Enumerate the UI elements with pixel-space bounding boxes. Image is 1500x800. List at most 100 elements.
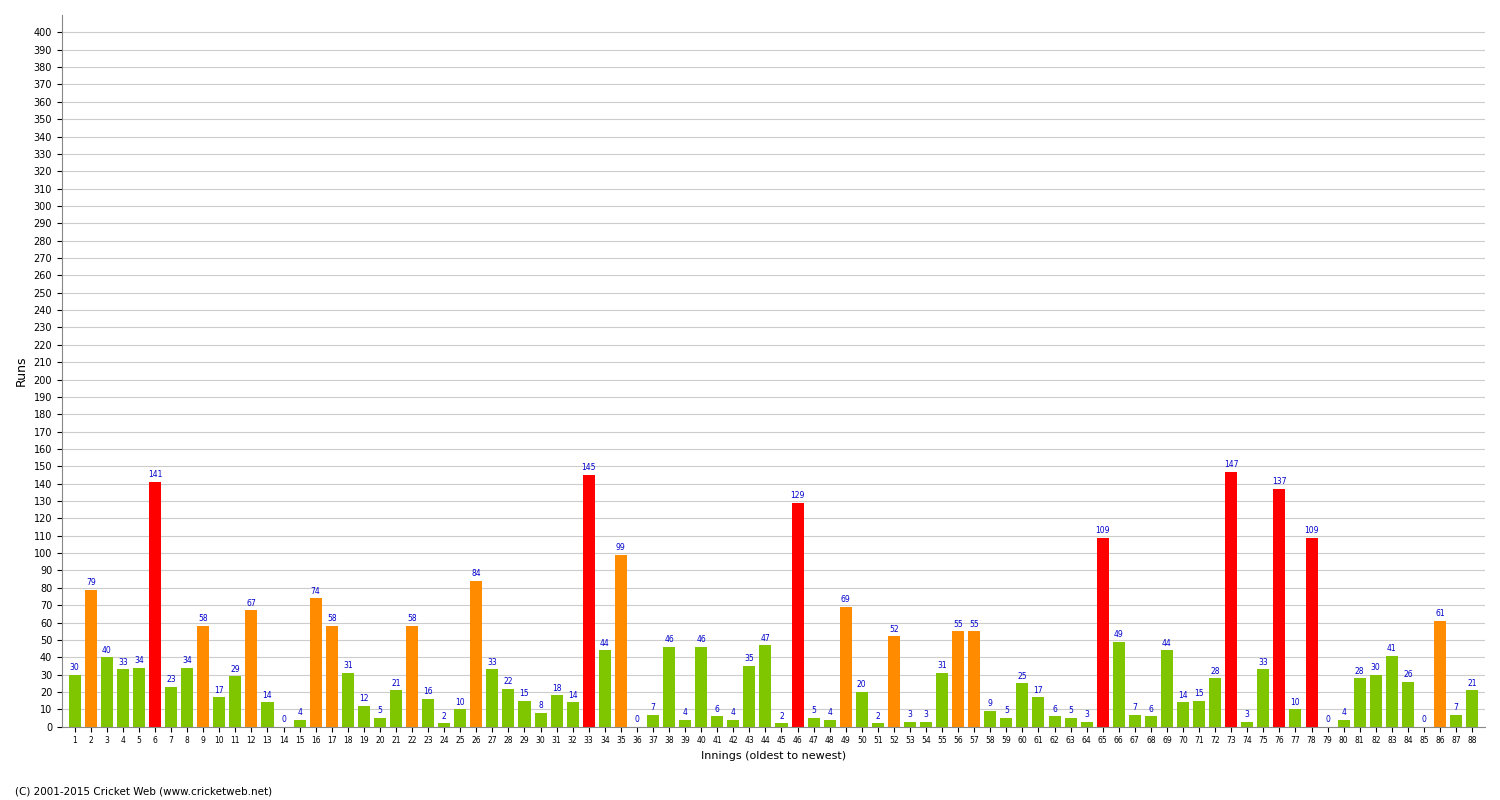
Text: 0: 0 bbox=[1324, 715, 1330, 724]
Bar bbox=[1257, 670, 1269, 726]
Text: 2: 2 bbox=[778, 712, 784, 721]
Bar bbox=[582, 475, 596, 726]
Text: 20: 20 bbox=[856, 681, 867, 690]
Bar bbox=[1274, 489, 1286, 726]
Text: 18: 18 bbox=[552, 684, 561, 693]
Bar bbox=[230, 676, 242, 726]
Bar bbox=[550, 695, 562, 726]
Bar bbox=[920, 722, 932, 726]
Bar bbox=[792, 502, 804, 726]
Bar bbox=[406, 626, 418, 726]
Bar bbox=[503, 689, 515, 726]
Bar bbox=[807, 718, 819, 726]
Text: 67: 67 bbox=[246, 599, 256, 608]
Text: 23: 23 bbox=[166, 675, 176, 684]
Bar bbox=[711, 716, 723, 726]
Text: 14: 14 bbox=[568, 691, 578, 700]
Text: 99: 99 bbox=[616, 543, 626, 552]
Bar bbox=[1450, 714, 1462, 726]
Bar bbox=[1017, 683, 1029, 726]
Text: 58: 58 bbox=[327, 614, 336, 623]
Text: 7: 7 bbox=[651, 703, 656, 712]
Text: 84: 84 bbox=[471, 570, 482, 578]
Bar bbox=[148, 482, 160, 726]
Text: 16: 16 bbox=[423, 687, 433, 696]
Text: 46: 46 bbox=[664, 635, 674, 644]
Bar bbox=[165, 686, 177, 726]
Text: 34: 34 bbox=[134, 656, 144, 665]
Bar bbox=[840, 607, 852, 726]
Text: 141: 141 bbox=[148, 470, 162, 479]
Text: 30: 30 bbox=[70, 663, 80, 672]
Text: 21: 21 bbox=[392, 678, 400, 688]
Bar bbox=[1353, 678, 1365, 726]
Text: 46: 46 bbox=[696, 635, 706, 644]
Bar bbox=[1000, 718, 1012, 726]
Bar bbox=[374, 718, 386, 726]
Text: 17: 17 bbox=[1034, 686, 1044, 694]
Bar bbox=[856, 692, 868, 726]
Bar bbox=[1226, 471, 1238, 726]
Bar bbox=[1144, 716, 1156, 726]
Bar bbox=[534, 713, 546, 726]
Text: 3: 3 bbox=[908, 710, 912, 719]
Text: 7: 7 bbox=[1132, 703, 1137, 712]
Text: 4: 4 bbox=[682, 708, 687, 717]
Text: 58: 58 bbox=[406, 614, 417, 623]
Bar bbox=[904, 722, 916, 726]
Bar bbox=[1178, 702, 1190, 726]
Bar bbox=[694, 647, 706, 726]
Bar bbox=[1161, 650, 1173, 726]
Bar bbox=[680, 720, 692, 726]
Bar bbox=[1338, 720, 1350, 726]
Bar bbox=[100, 658, 112, 726]
Bar bbox=[968, 631, 981, 726]
Bar bbox=[1386, 655, 1398, 726]
Bar bbox=[342, 673, 354, 726]
Bar bbox=[86, 590, 98, 726]
Text: 15: 15 bbox=[1194, 689, 1204, 698]
Text: 35: 35 bbox=[744, 654, 754, 663]
Bar bbox=[759, 645, 771, 726]
Bar bbox=[261, 702, 273, 726]
Bar bbox=[1096, 538, 1108, 726]
Bar bbox=[1032, 698, 1044, 726]
Text: 2: 2 bbox=[876, 712, 880, 721]
Text: 2: 2 bbox=[442, 712, 447, 721]
Text: 109: 109 bbox=[1305, 526, 1318, 535]
Bar bbox=[309, 598, 321, 726]
Text: 22: 22 bbox=[504, 677, 513, 686]
Text: 58: 58 bbox=[198, 614, 208, 623]
Bar bbox=[1113, 642, 1125, 726]
Text: 0: 0 bbox=[1422, 715, 1426, 724]
Text: 6: 6 bbox=[1149, 705, 1154, 714]
Text: 25: 25 bbox=[1017, 672, 1028, 681]
Text: 137: 137 bbox=[1272, 478, 1287, 486]
Text: 10: 10 bbox=[1290, 698, 1300, 706]
Text: 14: 14 bbox=[262, 691, 273, 700]
Text: 41: 41 bbox=[1388, 644, 1396, 653]
Text: 4: 4 bbox=[1341, 708, 1346, 717]
Text: 6: 6 bbox=[1052, 705, 1058, 714]
Bar bbox=[1130, 714, 1142, 726]
Bar bbox=[294, 720, 306, 726]
Bar bbox=[1434, 621, 1446, 726]
Text: 21: 21 bbox=[1467, 678, 1478, 688]
Text: 9: 9 bbox=[988, 699, 993, 709]
Text: 69: 69 bbox=[842, 595, 850, 604]
Text: 47: 47 bbox=[760, 634, 771, 642]
Bar bbox=[213, 698, 225, 726]
Text: 31: 31 bbox=[938, 662, 946, 670]
Text: 31: 31 bbox=[344, 662, 352, 670]
Text: 55: 55 bbox=[954, 620, 963, 629]
Text: 52: 52 bbox=[890, 625, 898, 634]
Text: 61: 61 bbox=[1436, 610, 1444, 618]
Text: 30: 30 bbox=[1371, 663, 1380, 672]
Bar bbox=[438, 723, 450, 726]
Bar bbox=[486, 670, 498, 726]
Text: 3: 3 bbox=[924, 710, 928, 719]
Text: 44: 44 bbox=[1162, 638, 1172, 648]
Text: 6: 6 bbox=[716, 705, 720, 714]
Text: 10: 10 bbox=[456, 698, 465, 706]
Bar bbox=[134, 668, 146, 726]
